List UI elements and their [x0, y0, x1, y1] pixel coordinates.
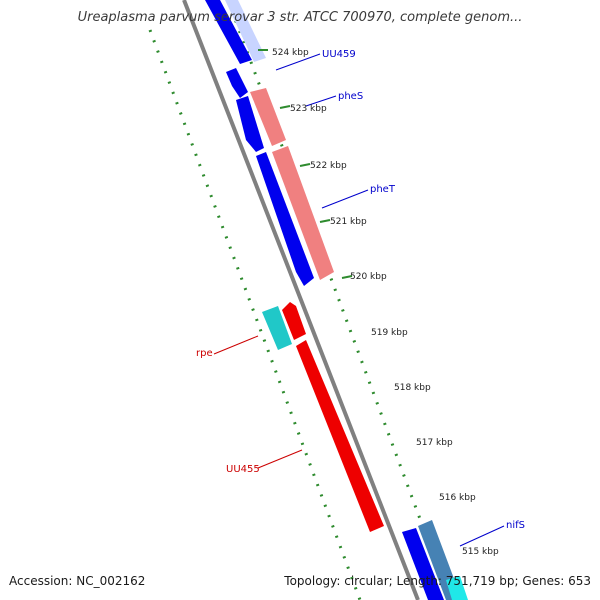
gene-label-nifS[interactable]: nifS [506, 520, 525, 531]
gene-blue-lower[interactable] [402, 528, 444, 600]
tick-mark [341, 275, 353, 279]
gene-rpe[interactable] [262, 306, 292, 350]
tick-label: 520 kbp [350, 272, 387, 282]
gene-label-pheT[interactable]: pheT [370, 184, 396, 195]
tick-mark [319, 219, 331, 223]
label-leader-UU455 [257, 449, 303, 469]
gene-blue-long[interactable] [256, 152, 314, 286]
tick-label: 523 kbp [290, 104, 327, 114]
genome-backbone [182, 0, 420, 600]
label-leader-UU459 [275, 53, 321, 71]
tick-label: 519 kbp [371, 328, 408, 338]
genome-summary: Topology: circular; Length: 751,719 bp; … [284, 574, 591, 588]
tick-label: 521 kbp [330, 217, 367, 227]
tick-label: 524 kbp [272, 48, 309, 58]
gene-label-rpe[interactable]: rpe [196, 348, 213, 359]
tick-mark [299, 163, 311, 167]
accession-label: Accession: NC_002162 [9, 574, 146, 588]
tick-label: 522 kbp [310, 161, 347, 171]
gene-red-small[interactable] [282, 302, 306, 340]
label-leader-nifS [459, 525, 505, 547]
gene-pheT-blue[interactable] [236, 96, 264, 152]
inner-dotted-track [226, 0, 452, 600]
gene-pheS[interactable] [250, 88, 286, 146]
label-leader-rpe [213, 335, 259, 355]
tick-label: 518 kbp [394, 383, 431, 393]
gene-UU459-upper-highlight [225, 0, 266, 62]
tick-label: 516 kbp [439, 493, 476, 503]
label-leader-pheS [305, 95, 337, 107]
tick-label: 515 kbp [462, 547, 499, 557]
gene-label-UU455[interactable]: UU455 [226, 464, 260, 475]
tick-mark [279, 105, 291, 109]
gene-pheT[interactable] [272, 146, 334, 280]
outer-dotted-track [148, 29, 362, 600]
gene-UU455[interactable] [296, 340, 384, 532]
label-leader-pheT [321, 189, 369, 209]
tick-label: 517 kbp [416, 438, 453, 448]
gene-label-pheS[interactable]: pheS [338, 91, 363, 102]
gene-cyan-lower[interactable] [446, 576, 468, 600]
map-title: Ureaplasma parvum serovar 3 str. ATCC 70… [77, 10, 523, 25]
gene-UU459-upper[interactable] [205, 0, 252, 64]
gene-label-UU459[interactable]: UU459 [322, 49, 356, 60]
gene-UU459[interactable] [226, 68, 248, 98]
